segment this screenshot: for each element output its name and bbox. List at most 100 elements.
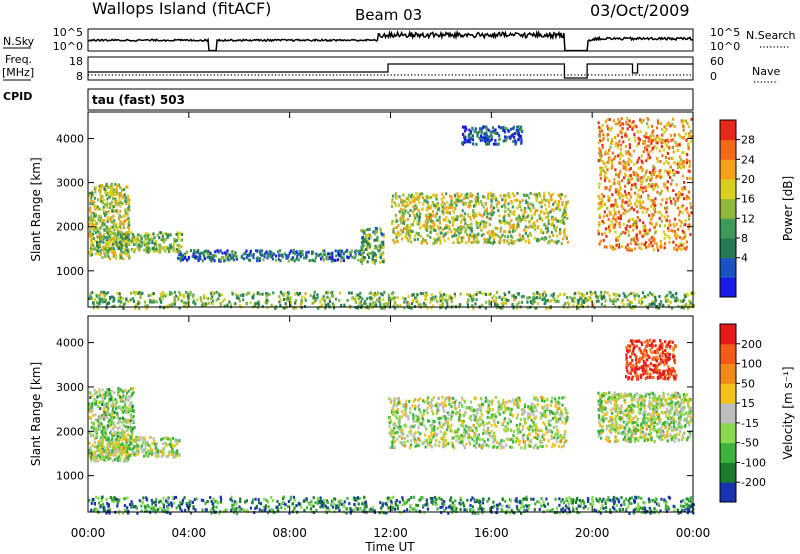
data-cell xyxy=(469,130,473,134)
data-cell xyxy=(137,450,140,454)
data-cell xyxy=(468,200,472,204)
data-cell xyxy=(628,199,631,203)
data-cell xyxy=(624,131,627,135)
data-cell xyxy=(464,222,467,226)
data-cell xyxy=(664,155,667,159)
data-cell xyxy=(170,452,174,456)
data-cell xyxy=(647,184,650,188)
data-cell xyxy=(547,199,550,203)
data-cell xyxy=(544,215,547,219)
data-cell xyxy=(456,198,459,202)
data-cell xyxy=(498,295,501,299)
data-cell xyxy=(158,248,161,252)
data-cell xyxy=(320,297,323,301)
data-cell xyxy=(643,242,646,246)
data-cell xyxy=(503,203,506,207)
data-cell xyxy=(660,141,663,145)
data-cell xyxy=(555,225,558,229)
data-cell xyxy=(455,233,458,237)
data-cell xyxy=(315,252,318,256)
data-cell xyxy=(531,203,534,207)
data-cell xyxy=(226,253,229,257)
data-cell xyxy=(657,121,660,125)
data-cell xyxy=(109,413,112,417)
data-cell xyxy=(112,406,115,410)
data-cell xyxy=(482,222,485,226)
data-cell xyxy=(629,159,632,163)
data-cell xyxy=(475,235,478,239)
data-cell xyxy=(629,193,632,197)
data-cell xyxy=(425,196,428,200)
data-cell xyxy=(116,192,119,196)
data-cell xyxy=(88,194,91,198)
data-cell xyxy=(600,198,604,202)
data-cell xyxy=(125,445,128,449)
data-cell xyxy=(394,192,397,196)
data-cell xyxy=(139,438,142,442)
data-cell xyxy=(603,179,607,183)
data-cell xyxy=(90,434,93,438)
data-cell xyxy=(119,388,122,392)
data-cell xyxy=(546,226,549,230)
data-cell xyxy=(665,299,668,303)
data-cell xyxy=(598,152,601,155)
data-cell xyxy=(128,454,131,458)
data-cell xyxy=(112,296,115,300)
data-cell xyxy=(661,154,664,158)
data-cell xyxy=(671,122,674,126)
data-cell xyxy=(450,296,453,300)
data-cell xyxy=(94,231,97,235)
data-cell xyxy=(131,416,134,420)
data-cell xyxy=(473,216,476,220)
data-cell xyxy=(558,396,561,400)
data-cell xyxy=(376,235,379,239)
cpid-text: tau (fast) 503 xyxy=(92,93,185,107)
data-cell xyxy=(117,393,120,397)
data-cell xyxy=(147,241,150,245)
data-cell xyxy=(443,239,446,243)
data-cell xyxy=(278,300,281,304)
data-cell xyxy=(628,146,632,150)
data-cell xyxy=(96,459,99,463)
data-cell xyxy=(180,299,183,303)
data-cell xyxy=(476,131,479,135)
data-cell xyxy=(614,247,617,251)
data-cell xyxy=(514,141,518,145)
data-cell xyxy=(113,251,116,255)
data-cell xyxy=(113,239,116,243)
data-cell xyxy=(560,221,563,224)
data-cell xyxy=(379,302,382,306)
data-cell xyxy=(106,404,109,407)
data-cell xyxy=(114,222,117,226)
data-cell xyxy=(262,258,265,262)
data-cell xyxy=(675,243,678,247)
data-cell xyxy=(377,239,380,243)
data-cell xyxy=(462,135,466,139)
data-cell xyxy=(340,249,343,253)
data-cell xyxy=(636,210,639,214)
data-cell xyxy=(545,307,548,310)
data-cell xyxy=(100,430,103,434)
data-cell xyxy=(129,298,132,302)
data-cell xyxy=(213,292,216,296)
data-cell xyxy=(490,132,493,136)
data-cell xyxy=(441,201,444,204)
data-cell xyxy=(632,291,635,295)
data-cell xyxy=(312,295,315,299)
data-cell xyxy=(621,202,624,206)
data-cell xyxy=(688,159,691,163)
data-cell xyxy=(458,416,461,420)
data-cell xyxy=(105,228,108,232)
data-cell xyxy=(439,226,442,230)
data-cell xyxy=(475,298,478,302)
data-cell xyxy=(536,302,539,306)
data-cell xyxy=(518,238,521,242)
data-cell xyxy=(112,188,115,192)
data-cell xyxy=(620,129,623,133)
data-cell xyxy=(116,416,119,420)
data-cell xyxy=(118,199,121,203)
data-cell xyxy=(665,123,668,127)
data-cell xyxy=(106,291,109,295)
y-tick-label: 1000 xyxy=(56,265,84,278)
data-cell xyxy=(507,242,510,245)
